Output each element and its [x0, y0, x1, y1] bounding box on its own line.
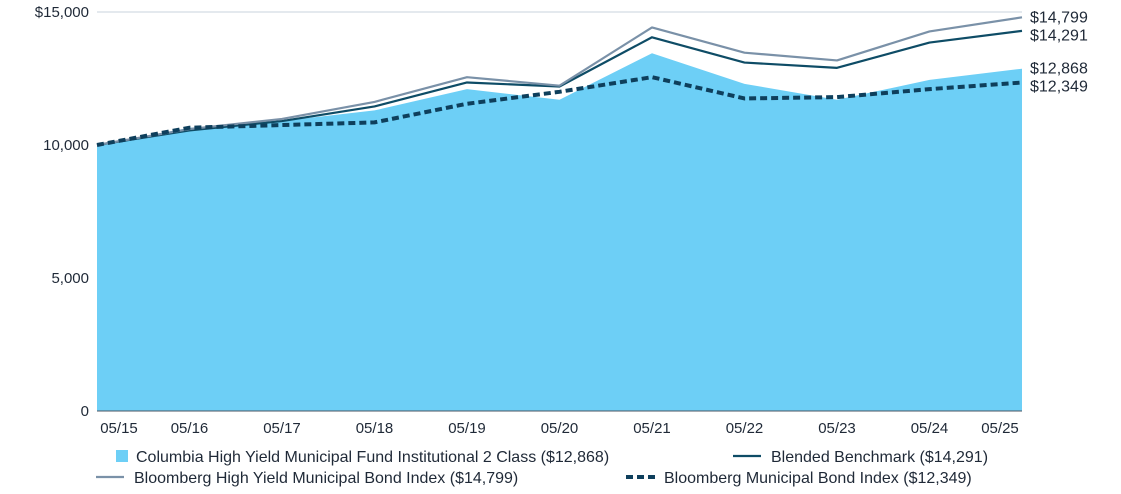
legend-item-hy-index: Bloomberg High Yield Municipal Bond Inde… [96, 470, 518, 487]
y-tick-label: $15,000 [35, 4, 89, 21]
x-tick-label: 05/24 [911, 420, 949, 437]
x-tick-label: 05/18 [356, 420, 394, 437]
series-line-muni-index [96, 75, 1023, 147]
x-tick-label: 05/21 [633, 420, 671, 437]
x-tick-label: 05/20 [541, 420, 579, 437]
legend-item-muni-index: Bloomberg Municipal Bond Index ($12,349) [626, 470, 972, 487]
legend-label: Bloomberg High Yield Municipal Bond Inde… [134, 470, 518, 487]
x-tick-label: 05/16 [171, 420, 209, 437]
area-layer [97, 53, 1022, 411]
end-labels: $14,799$14,291 $12,868$12,349 [1030, 9, 1088, 95]
legend-item-blended: Blended Benchmark ($14,291) [733, 449, 988, 466]
x-tick-label: 05/23 [818, 420, 856, 437]
axes: 0 5,000 10,000 $15,000 05/15 05/16 05/17 05/18 0… [35, 4, 1022, 437]
legend-label: Bloomberg Municipal Bond Index ($12,349) [664, 470, 972, 487]
x-tick-label: 05/25 [981, 420, 1019, 437]
end-value-label: $14,799 [1030, 9, 1088, 26]
x-tick-label: 05/17 [263, 420, 301, 437]
end-value-label: $12,349 [1030, 79, 1088, 96]
y-tick-label: 5,000 [51, 270, 89, 287]
x-tick-label: 05/22 [726, 420, 764, 437]
legend-swatch-area [116, 450, 128, 462]
legend-label: Columbia High Yield Municipal Fund Insti… [136, 449, 609, 466]
series-area-fund [97, 53, 1022, 411]
end-value-label: $12,868 [1030, 61, 1088, 78]
legend-label: Blended Benchmark ($14,291) [771, 449, 988, 466]
y-tick-label: 10,000 [43, 137, 89, 154]
line-layer [96, 16, 1023, 147]
legend-item-fund: Columbia High Yield Municipal Fund Insti… [116, 449, 609, 466]
y-tick-label: 0 [81, 403, 89, 420]
legend: Columbia High Yield Municipal Fund Insti… [96, 449, 988, 487]
end-value-label: $14,291 [1030, 27, 1088, 44]
x-tick-label: 05/19 [448, 420, 486, 437]
x-tick-label: 05/15 [100, 420, 138, 437]
series-line-hy-index [96, 16, 1023, 147]
